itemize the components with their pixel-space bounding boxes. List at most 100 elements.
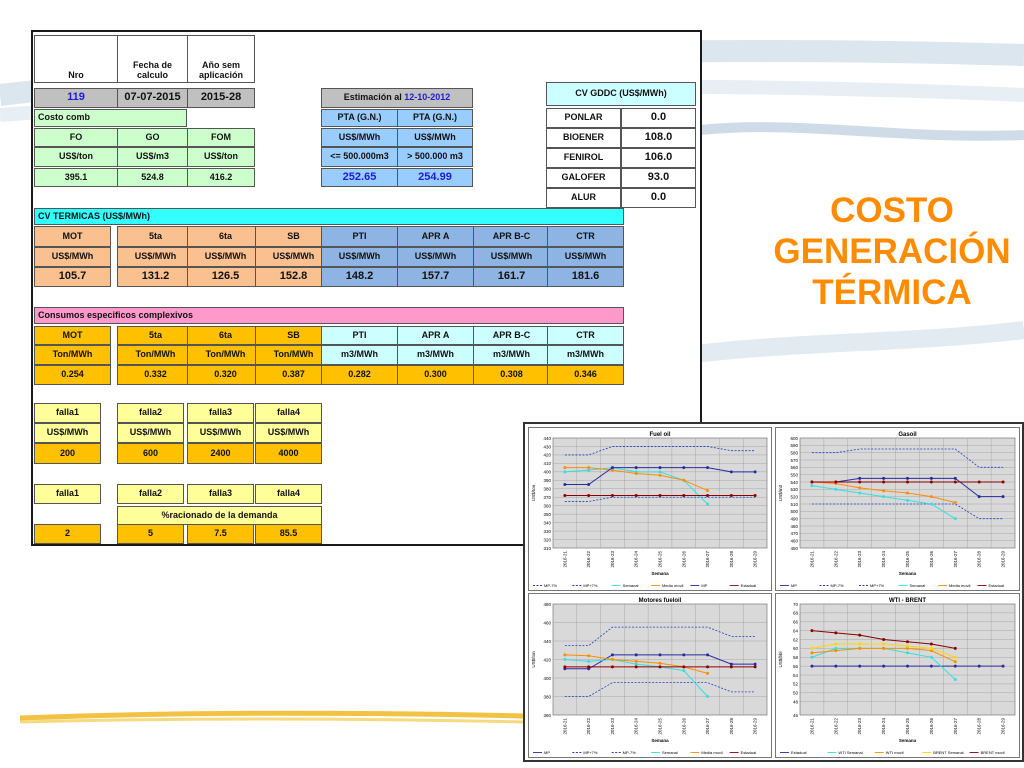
y-tick-label: 52 [793, 682, 799, 687]
header-nro: Nro [34, 35, 118, 83]
data-point [810, 664, 814, 668]
x-tick-label: 2016-24 [881, 718, 886, 735]
data-point [587, 494, 591, 498]
data-point [858, 480, 862, 484]
data-point [658, 466, 662, 470]
x-axis-label: Semana [899, 571, 917, 576]
data-point [658, 665, 662, 669]
chart-wti-brent-svg: WTI - BRENT 45 48 50 52 54 56 58 60 62 64 66 68 70 201… [778, 598, 1016, 755]
data-point [929, 502, 933, 506]
data-point [1001, 664, 1005, 668]
comb-unit-fo: US$/ton [34, 147, 118, 167]
x-tick-label: 2016-22 [586, 718, 591, 735]
cons-value-6: 0.308 [473, 365, 550, 385]
pta-value-1: 252.65 [321, 168, 398, 187]
estimacion-date: 12-10-2012 [404, 92, 451, 103]
data-point [882, 495, 886, 499]
legend-entry: MP [701, 583, 707, 588]
spreadsheet-table: Nro Fecha de calculo Año sem aplicación … [31, 30, 702, 546]
data-point [610, 665, 614, 669]
data-point [810, 484, 814, 488]
data-point [882, 642, 886, 646]
cons-unit-2: Ton/MWh [187, 345, 264, 365]
y-tick-label: 380 [543, 487, 551, 492]
x-tick-label: 2016-29 [753, 551, 758, 568]
chart-wti-brent: WTI - BRENT 45 48 50 52 54 56 58 60 62 64 66 68 70 201… [775, 593, 1020, 758]
x-tick-label: 2016-26 [929, 551, 934, 568]
cvt-value-5: 157.7 [397, 267, 474, 287]
fecha-value: 07-07-2015 [117, 88, 188, 108]
y-tick-label: 520 [790, 494, 798, 499]
data-point [834, 649, 838, 653]
comb-val-fo: 395.1 [34, 168, 118, 187]
comb-col-fo: FO [34, 128, 118, 147]
series-line [811, 503, 1004, 520]
data-point [753, 470, 757, 474]
data-point [834, 487, 838, 491]
x-tick-label: 2016-26 [929, 718, 934, 735]
comb-unit-go: US$/m3 [117, 147, 188, 167]
data-point [729, 662, 733, 666]
slide-title-line-2: GENERACIÓN [773, 232, 1011, 271]
cons-unit-0: Ton/MWh [34, 345, 111, 365]
cvt-value-0: 105.7 [34, 267, 111, 287]
data-point [563, 466, 567, 470]
x-tick-label: 2016-22 [833, 718, 838, 735]
data-point [658, 470, 662, 474]
legend-entry: Estadual [741, 750, 757, 755]
plot-area [799, 603, 1016, 716]
cvt-unit-5: US$/MWh [397, 247, 474, 267]
data-point [977, 480, 981, 484]
series-line [564, 446, 756, 456]
data-point [610, 468, 614, 472]
data-point [906, 644, 909, 648]
slide-title-line-1: COSTO [830, 191, 954, 230]
data-point [610, 466, 614, 470]
x-tick-label: 2016-24 [634, 718, 639, 735]
falla-cost-col-3: falla4 [255, 403, 322, 423]
data-point [682, 494, 686, 498]
legend-entry: Media movil [949, 583, 970, 588]
y-tick-label: 440 [543, 436, 551, 441]
x-tick-label: 2016-27 [705, 718, 710, 735]
chart-gasoil-svg: Gasoil 450 460 470 480 490 500 510 520 530 540 550 5… [778, 432, 1016, 588]
y-tick-label: 460 [543, 620, 551, 625]
y-tick-label: 550 [790, 472, 798, 477]
cons-unit-4: m3/MWh [321, 345, 398, 365]
data-point [882, 638, 886, 642]
y-tick-label: 390 [543, 478, 551, 483]
cvt-col-0: MOT [34, 226, 111, 247]
x-tick-label: 2016-24 [634, 551, 639, 568]
x-axis-label: Semana [651, 738, 669, 743]
data-point [706, 695, 710, 698]
gddc-name-bioener: BIOENER [546, 128, 621, 148]
cons-col-0: MOT [34, 326, 111, 345]
legend-entry: Estadual [791, 750, 807, 755]
legend-entry: Media movil [701, 750, 722, 755]
falla-rac-col-1: falla2 [117, 484, 184, 504]
data-point [953, 677, 957, 681]
cvt-col-4: PTI [321, 226, 398, 247]
data-point [1001, 480, 1005, 484]
legend-entry: Estadual [989, 583, 1005, 588]
y-tick-label: 500 [790, 509, 798, 514]
gddc-title: CV GDDC (US$/MWh) [546, 82, 696, 106]
data-point [906, 664, 909, 668]
cons-value-7: 0.346 [547, 365, 624, 385]
falla-rac-col-3: falla4 [255, 484, 322, 504]
data-point [882, 480, 886, 484]
chart-gasoil: Gasoil 450 460 470 480 490 500 510 520 530 540 550 5… [775, 427, 1020, 591]
falla-cost-unit-0: US$/MWh [34, 423, 101, 443]
data-point [729, 665, 733, 669]
x-tick-label: 2016-21 [562, 551, 567, 568]
cvt-col-2: 6ta [187, 226, 264, 247]
y-tick-label: 480 [790, 524, 798, 529]
data-point [810, 629, 814, 633]
y-tick-label: 440 [543, 639, 551, 644]
data-point [953, 655, 957, 659]
data-point [906, 476, 909, 480]
data-point [706, 494, 710, 498]
y-tick-label: 450 [790, 546, 798, 551]
y-tick-label: 45 [793, 713, 799, 718]
data-point [706, 665, 710, 669]
